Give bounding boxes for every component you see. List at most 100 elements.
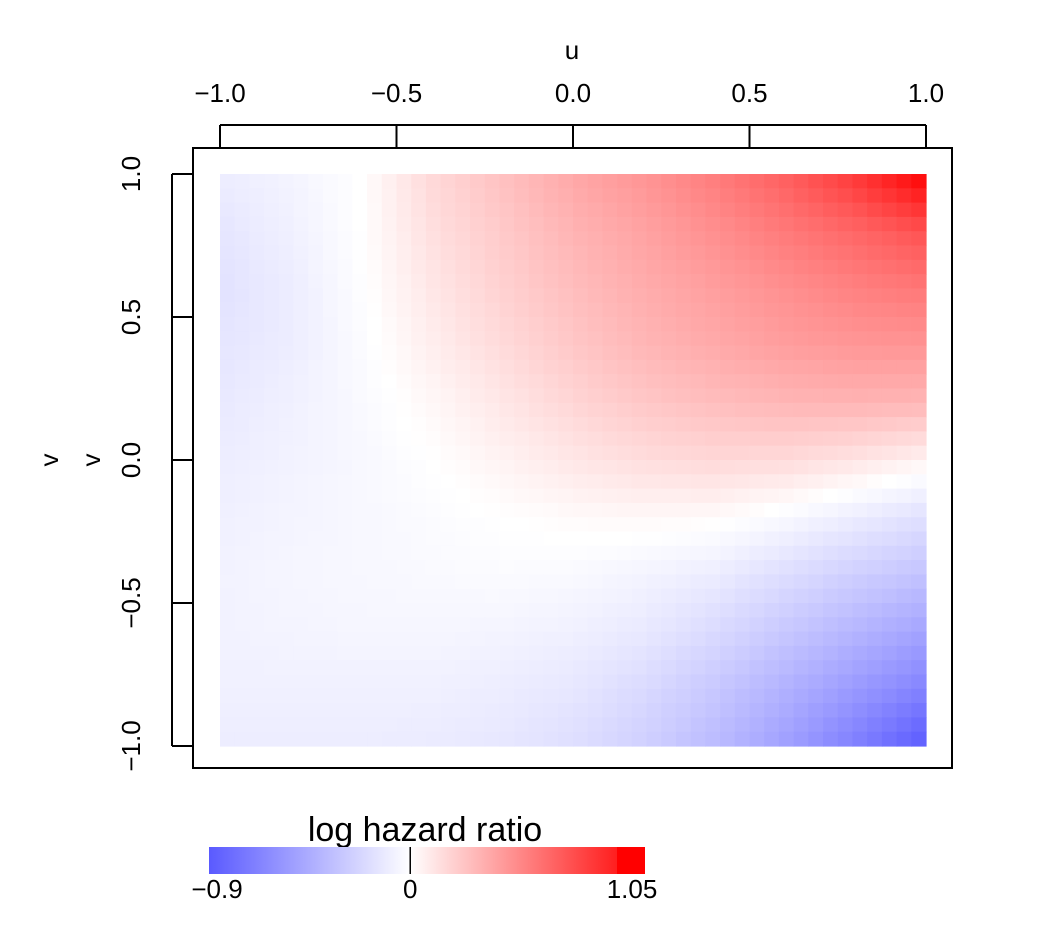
heatmap-cell: [793, 660, 809, 676]
heatmap-cell: [293, 460, 309, 475]
heatmap-cell: [352, 417, 368, 432]
heatmap-cell: [867, 703, 883, 718]
heatmap-cell: [308, 617, 324, 633]
heatmap-cell: [440, 517, 456, 533]
heatmap-cell: [455, 188, 471, 204]
heatmap-cell: [808, 417, 824, 432]
heatmap-cell: [484, 231, 501, 247]
heatmap-cell: [543, 417, 559, 432]
heatmap-cell: [852, 431, 868, 447]
heatmap-cell: [352, 617, 368, 633]
heatmap-cell: [278, 345, 295, 361]
heatmap-cell: [573, 588, 589, 604]
heatmap-cell: [617, 574, 633, 590]
heatmap-cell: [220, 460, 236, 475]
heatmap-cell: [352, 302, 368, 318]
heatmap-cell: [573, 488, 589, 504]
heatmap-cell: [484, 617, 501, 633]
heatmap-cell: [278, 574, 295, 590]
heatmap-cell: [896, 703, 912, 718]
heatmap-cell: [484, 717, 501, 733]
heatmap-cell: [249, 417, 265, 432]
heatmap-cell: [220, 174, 236, 189]
heatmap-cell: [381, 588, 398, 604]
heatmap-cell: [734, 588, 751, 604]
heatmap-cell: [308, 202, 324, 218]
heatmap-cell: [528, 259, 545, 275]
heatmap-cell: [558, 474, 574, 490]
heatmap-cell: [322, 188, 339, 204]
heatmap-cell: [278, 502, 295, 518]
heatmap-cell: [514, 460, 530, 475]
heatmap-cell: [470, 460, 486, 475]
heatmap-cell: [543, 645, 559, 661]
heatmap-cell: [778, 374, 795, 390]
heatmap-cell: [558, 288, 574, 304]
heatmap-cell: [690, 545, 706, 561]
heatmap-cell: [278, 274, 295, 289]
heatmap-cell: [308, 445, 324, 461]
heatmap-cell: [587, 388, 604, 404]
heatmap-cell: [411, 274, 427, 289]
heatmap-cell: [484, 317, 501, 332]
heatmap-cell: [411, 460, 427, 475]
heatmap-cell: [367, 545, 383, 561]
heatmap-cell: [911, 560, 927, 575]
heatmap-cell: [617, 417, 633, 432]
heatmap-cell: [322, 417, 339, 432]
heatmap-cell: [631, 631, 648, 647]
heatmap-cell: [249, 231, 265, 247]
heatmap-cell: [573, 317, 589, 332]
heatmap-cell: [558, 545, 574, 561]
heatmap-cell: [749, 174, 765, 189]
heatmap-cell: [367, 717, 383, 733]
heatmap-cell: [720, 317, 736, 332]
heatmap-cell: [675, 502, 692, 518]
heatmap-cell: [734, 417, 751, 432]
heatmap-cell: [440, 688, 456, 704]
heatmap-cell: [470, 288, 486, 304]
heatmap-cell: [249, 288, 265, 304]
heatmap-cell: [543, 359, 559, 375]
heatmap-cell: [337, 431, 353, 447]
heatmap-cell: [808, 388, 824, 404]
heatmap-cell: [705, 603, 721, 618]
heatmap-cell: [425, 359, 442, 375]
heatmap-cell: [220, 545, 236, 561]
heatmap-cell: [808, 174, 824, 189]
heatmap-cell: [617, 460, 633, 475]
heatmap-cell: [602, 417, 618, 432]
heatmap-cell: [720, 474, 736, 490]
heatmap-cell: [823, 231, 839, 247]
heatmap-cell: [778, 574, 795, 590]
y-tick-label: 1.0: [116, 156, 146, 192]
heatmap-cell: [322, 374, 339, 390]
heatmap-cell: [220, 259, 236, 275]
heatmap-cell: [484, 359, 501, 375]
heatmap-cell: [778, 660, 795, 676]
heatmap-cell: [278, 617, 295, 633]
heatmap-cell: [278, 174, 295, 189]
heatmap-cell: [808, 631, 824, 647]
heatmap-cell: [484, 402, 501, 418]
heatmap-cell: [381, 417, 398, 432]
heatmap-cell: [484, 202, 501, 218]
heatmap-cell: [631, 274, 648, 289]
heatmap-cell: [514, 660, 530, 676]
heatmap-cell: [867, 274, 883, 289]
heatmap-cell: [528, 245, 545, 261]
heatmap-cell: [808, 545, 824, 561]
heatmap-cell: [867, 688, 883, 704]
heatmap-cell: [381, 488, 398, 504]
heatmap-cell: [617, 531, 633, 547]
heatmap-cell: [749, 302, 765, 318]
heatmap-cell: [249, 531, 265, 547]
heatmap-cell: [543, 603, 559, 618]
heatmap-cell: [749, 317, 765, 332]
heatmap-cell: [852, 688, 868, 704]
heatmap-cell: [396, 259, 412, 275]
heatmap-cell: [808, 231, 824, 247]
heatmap-cell: [690, 502, 706, 518]
heatmap-cell: [764, 574, 780, 590]
heatmap-cell: [720, 588, 736, 604]
